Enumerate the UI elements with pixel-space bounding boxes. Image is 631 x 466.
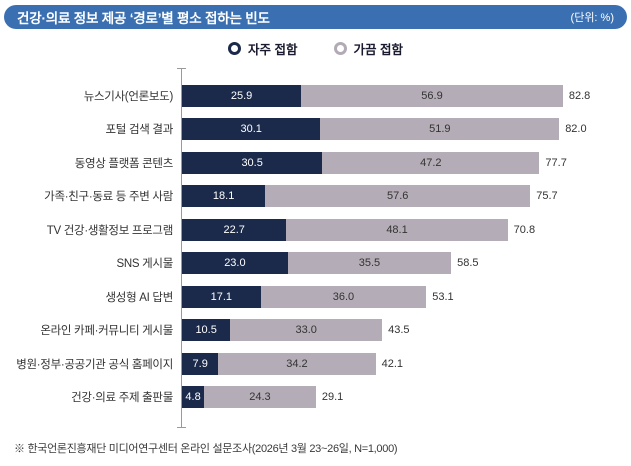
bar-occasional: 48.1 (286, 218, 508, 241)
chart-row: SNS 게시물 23.0 35.5 58.5 (0, 247, 623, 281)
chart-title: 건강·의료 정보 제공 ‘경로’별 평소 접하는 빈도 (17, 11, 270, 26)
bar-frequent: 22.7 (182, 218, 287, 241)
chart-legend: 자주 접함 가끔 접함 (0, 39, 631, 58)
bar-track: 4.8 24.3 29.1 (182, 386, 344, 409)
chart-row: 뉴스기사(언론보도) 25.9 56.9 82.8 (0, 79, 623, 113)
total-label: 75.7 (536, 190, 558, 203)
stacked-bar-chart: 뉴스기사(언론보도) 25.9 56.9 82.8 포털 검색 결과 30.1 51.9 82… (0, 68, 623, 428)
ring-icon (333, 42, 347, 55)
category-label: 건강·의료 주제 출판물 (71, 392, 173, 405)
bar-frequent: 18.1 (182, 185, 266, 208)
bar-occasional: 56.9 (301, 84, 563, 107)
bar-frequent: 10.5 (182, 319, 231, 342)
bar-track: 25.9 56.9 82.8 (182, 84, 591, 107)
bar-frequent: 17.1 (182, 285, 261, 308)
bar-frequent: 7.9 (182, 352, 219, 375)
bar-frequent: 30.1 (182, 118, 321, 141)
bar-occasional: 34.2 (218, 352, 376, 375)
bar-track: 30.5 47.2 77.7 (182, 151, 567, 174)
total-label: 82.0 (565, 123, 587, 136)
bar-track: 30.1 51.9 82.0 (182, 118, 587, 141)
bar-frequent: 23.0 (182, 252, 288, 275)
total-label: 43.5 (388, 324, 410, 337)
chart-row: 가족·친구·동료 등 주변 사람 18.1 57.6 75.7 (0, 180, 623, 214)
category-label: 병원·정부·공공기관 공식 홈페이지 (16, 358, 173, 371)
bar-track: 18.1 57.6 75.7 (182, 185, 558, 208)
chart-row: 온라인 카페·커뮤니티 게시물 10.5 33.0 43.5 (0, 314, 623, 348)
total-label: 29.1 (321, 391, 344, 404)
category-label: 온라인 카페·커뮤니티 게시물 (40, 325, 173, 338)
bar-track: 22.7 48.1 70.8 (182, 218, 536, 241)
bar-frequent: 4.8 (182, 386, 205, 409)
chart-row: 동영상 플랫폼 콘텐츠 30.5 47.2 77.7 (0, 146, 623, 180)
category-label: SNS 게시물 (116, 258, 174, 271)
bar-occasional: 57.6 (265, 185, 531, 208)
source-footnote: ※ 한국언론진흥재단 미디어연구센터 온라인 설문조사(2026년 3월 23~… (14, 443, 398, 455)
bar-occasional: 24.3 (204, 386, 316, 409)
chart-row: 포털 검색 결과 30.1 51.9 82.0 (0, 113, 623, 147)
legend-item-occasional: 가끔 접함 (333, 39, 403, 58)
bar-occasional: 35.5 (287, 252, 452, 275)
chart-row: 생성형 AI 답변 17.1 36.0 53.1 (0, 280, 623, 314)
category-label: 생성형 AI 답변 (105, 291, 174, 304)
chart-row: TV 건강·생활정보 프로그램 22.7 48.1 70.8 (0, 213, 623, 247)
axis-line (177, 68, 186, 428)
total-label: 77.7 (545, 156, 567, 169)
bar-track: 23.0 35.5 58.5 (182, 252, 479, 275)
bar-occasional: 51.9 (320, 118, 560, 141)
legend-label: 가끔 접함 (353, 43, 403, 57)
bar-track: 17.1 36.0 53.1 (182, 285, 454, 308)
bar-occasional: 33.0 (230, 319, 383, 342)
category-label: TV 건강·생활정보 프로그램 (46, 224, 174, 237)
bar-occasional: 47.2 (322, 151, 540, 174)
category-label: 동영상 플랫폼 콘텐츠 (74, 157, 174, 170)
ring-icon (228, 42, 242, 55)
bar-track: 7.9 34.2 42.1 (182, 352, 404, 375)
total-label: 53.1 (432, 290, 454, 303)
legend-item-frequent: 자주 접함 (228, 39, 298, 58)
legend-label: 자주 접함 (248, 43, 298, 57)
bar-frequent: 25.9 (182, 84, 302, 107)
bar-track: 10.5 33.0 43.5 (182, 319, 410, 342)
category-label: 뉴스기사(언론보도) (83, 90, 174, 103)
total-label: 70.8 (513, 223, 536, 236)
category-label: 포털 검색 결과 (105, 124, 174, 137)
chart-rows: 뉴스기사(언론보도) 25.9 56.9 82.8 포털 검색 결과 30.1 51.9 82… (0, 68, 623, 428)
total-label: 82.8 (568, 89, 591, 102)
bar-frequent: 30.5 (182, 151, 323, 174)
chart-row: 건강·의료 주제 출판물 4.8 24.3 29.1 (0, 381, 623, 415)
bar-occasional: 36.0 (260, 285, 427, 308)
total-label: 58.5 (457, 257, 479, 270)
chart-title-bar: 건강·의료 정보 제공 ‘경로’별 평소 접하는 빈도 (단위: %) (4, 5, 627, 29)
category-label: 가족·친구·동료 등 주변 사람 (44, 191, 173, 204)
total-label: 42.1 (381, 357, 404, 370)
unit-label: (단위: %) (570, 12, 614, 24)
chart-row: 병원·정부·공공기관 공식 홈페이지 7.9 34.2 42.1 (0, 347, 623, 381)
